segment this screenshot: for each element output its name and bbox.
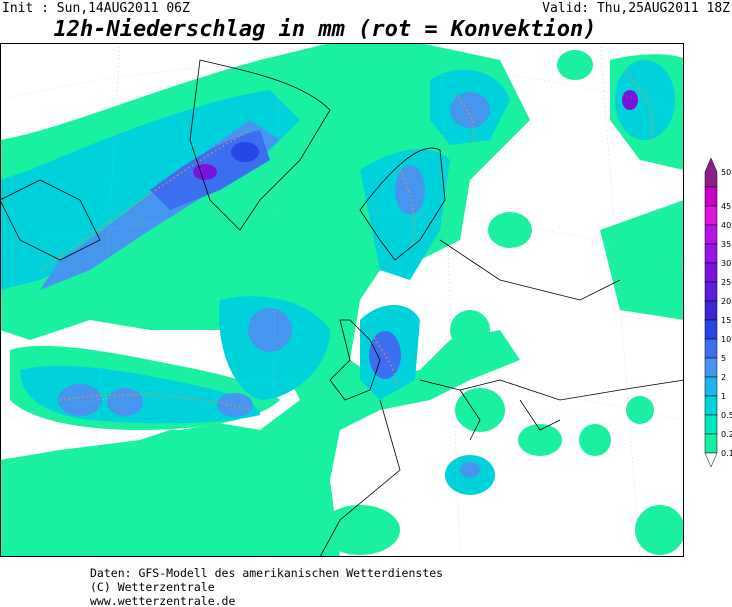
legend-swatch	[704, 395, 718, 416]
legend-swatch	[704, 205, 718, 226]
legend-swatch	[704, 243, 718, 264]
map-title: 12h-Niederschlag in mm (rot = Konvektion…	[53, 17, 596, 42]
map	[0, 43, 684, 557]
legend-label: 30	[721, 259, 731, 268]
legend-swatch	[704, 338, 718, 359]
valid-time: Valid: Thu,25AUG2011 18Z	[542, 1, 730, 16]
footer-line: (C) Wetterzentrale	[90, 580, 215, 594]
legend-swatch	[704, 224, 718, 245]
legend-swatch	[704, 186, 718, 207]
legend-swatch	[704, 281, 718, 302]
legend-label: 20	[721, 297, 731, 306]
legend-swatch	[704, 262, 718, 283]
legend-label: 1	[721, 392, 726, 401]
legend-label: 10	[721, 335, 731, 344]
legend-label: 40	[721, 221, 731, 230]
legend-swatch	[704, 300, 718, 321]
footer-line: www.wetterzentrale.de	[90, 594, 235, 607]
legend: 50 45 40 35 30 25 20 15 10 5 2 1 0.5 0.2 0.1	[704, 157, 732, 468]
legend-label: 0.1	[721, 449, 732, 458]
legend-label: 25	[721, 278, 731, 287]
legend-label: 5	[721, 354, 726, 363]
legend-swatch	[704, 376, 718, 397]
legend-label: 0.2	[721, 430, 732, 439]
legend-label: 0.5	[721, 411, 732, 420]
legend-label: 15	[721, 316, 731, 325]
legend-swatch	[704, 157, 718, 188]
legend-label: 35	[721, 240, 731, 249]
legend-label: 45	[721, 202, 731, 211]
legend-swatch	[704, 357, 718, 378]
legend-swatch	[704, 319, 718, 340]
legend-label: 2	[721, 373, 726, 382]
legend-end	[704, 452, 718, 468]
footer: Daten: GFS-Modell des amerikanischen Wet…	[90, 566, 443, 607]
legend-swatch	[704, 433, 718, 454]
legend-label: 50	[721, 168, 731, 177]
init-time: Init : Sun,14AUG2011 06Z	[2, 1, 190, 16]
legend-swatch	[704, 414, 718, 435]
footer-line: Daten: GFS-Modell des amerikanischen Wet…	[90, 566, 443, 580]
